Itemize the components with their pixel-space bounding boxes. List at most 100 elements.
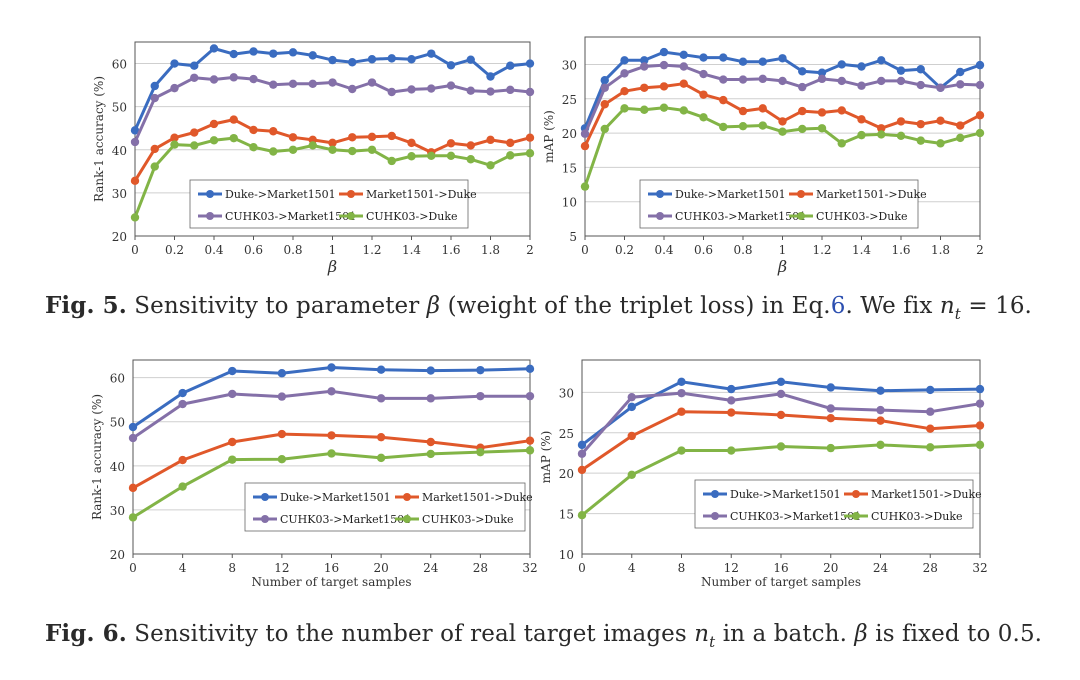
data-point	[277, 429, 287, 439]
y-tick-label: 20	[562, 127, 577, 141]
data-point	[600, 124, 609, 134]
legend-entry: CUHK03->Duke	[871, 510, 963, 523]
data-point	[376, 365, 386, 374]
fig6-caption: Fig. 6. Sensitivity to the number of rea…	[45, 620, 1043, 651]
data-point	[798, 106, 807, 116]
data-point	[916, 136, 925, 145]
data-point	[659, 82, 669, 91]
data-point	[699, 69, 708, 79]
data-point	[738, 75, 748, 84]
data-point	[896, 131, 906, 141]
legend-marker	[711, 512, 719, 520]
data-point	[506, 138, 515, 148]
x-tick-label: 24	[423, 561, 439, 575]
data-point	[916, 80, 925, 90]
data-point	[190, 141, 199, 150]
data-point	[876, 386, 885, 395]
data-point	[679, 79, 688, 88]
y-tick-label: 30	[112, 187, 127, 201]
data-point	[600, 100, 609, 109]
legend-marker	[656, 212, 664, 220]
eq-ref-link[interactable]: 6	[830, 293, 846, 319]
data-point	[367, 132, 377, 142]
data-point	[896, 117, 906, 126]
data-point	[486, 87, 495, 96]
data-point	[956, 67, 965, 77]
data-point	[758, 121, 767, 130]
x-tick-label: 24	[873, 561, 889, 575]
data-point	[926, 443, 935, 452]
data-point	[778, 54, 787, 63]
x-tick-label: 0.4	[204, 243, 223, 257]
data-point	[876, 440, 885, 450]
data-point	[348, 133, 357, 142]
data-point	[269, 80, 278, 89]
data-point	[627, 431, 636, 441]
y-tick-label: 50	[110, 416, 125, 430]
y-tick-label: 10	[562, 196, 577, 210]
data-point	[580, 129, 590, 138]
x-tick-label: 20	[373, 561, 388, 575]
legend-entry: Market1501->Duke	[816, 188, 927, 201]
data-point	[627, 470, 636, 479]
legend-entry: Market1501->Duke	[871, 488, 982, 501]
data-point	[525, 446, 535, 455]
data-point	[466, 86, 475, 95]
data-point	[837, 139, 846, 148]
y-tick-label: 20	[559, 467, 574, 481]
data-point	[288, 133, 298, 142]
data-point	[627, 392, 636, 402]
legend-entry: Duke->Market1501	[280, 491, 391, 504]
data-point	[178, 399, 187, 409]
data-point	[876, 416, 885, 425]
data-point	[387, 54, 396, 63]
y-tick-label: 25	[562, 93, 577, 107]
y-axis-label: Rank-1 accuracy (%)	[92, 76, 106, 202]
data-point	[719, 75, 728, 84]
x-tick-label: 1.4	[852, 243, 871, 257]
data-point	[150, 162, 159, 171]
data-point	[677, 407, 686, 416]
data-point	[426, 449, 435, 459]
data-point	[407, 55, 416, 64]
x-tick-label: 1.4	[402, 243, 421, 257]
data-point	[367, 78, 377, 87]
data-point	[288, 79, 298, 89]
data-point	[837, 106, 846, 115]
data-point	[640, 83, 649, 92]
data-point	[837, 76, 846, 86]
data-point	[877, 130, 886, 139]
y-tick-label: 30	[562, 58, 577, 72]
data-point	[308, 79, 317, 89]
data-point	[228, 437, 237, 447]
x-tick-label: 1.6	[891, 243, 910, 257]
data-point	[798, 82, 807, 92]
x-tick-label: 0.2	[165, 243, 184, 257]
series-line-1	[581, 410, 981, 472]
data-point	[798, 124, 807, 134]
data-point	[466, 141, 475, 150]
data-point	[975, 440, 985, 450]
data-point	[476, 447, 485, 457]
data-point	[327, 449, 336, 458]
legend-marker	[797, 190, 805, 198]
data-point	[640, 105, 649, 114]
data-point	[277, 369, 287, 378]
data-point	[577, 465, 587, 475]
x-tick-label: 0.2	[615, 243, 634, 257]
data-point	[817, 124, 827, 133]
data-point	[288, 48, 298, 57]
data-point	[719, 53, 728, 62]
x-tick-label: 0	[578, 561, 586, 575]
data-point	[128, 422, 138, 432]
data-point	[130, 213, 140, 222]
legend-marker	[852, 490, 860, 498]
data-point	[620, 104, 629, 113]
data-point	[170, 133, 179, 142]
data-point	[776, 389, 786, 399]
data-point	[229, 73, 238, 82]
legend-entry: CUHK03->Duke	[422, 513, 514, 526]
data-point	[758, 74, 767, 84]
legend-entry: Duke->Market1501	[730, 488, 841, 501]
data-point	[620, 56, 629, 65]
